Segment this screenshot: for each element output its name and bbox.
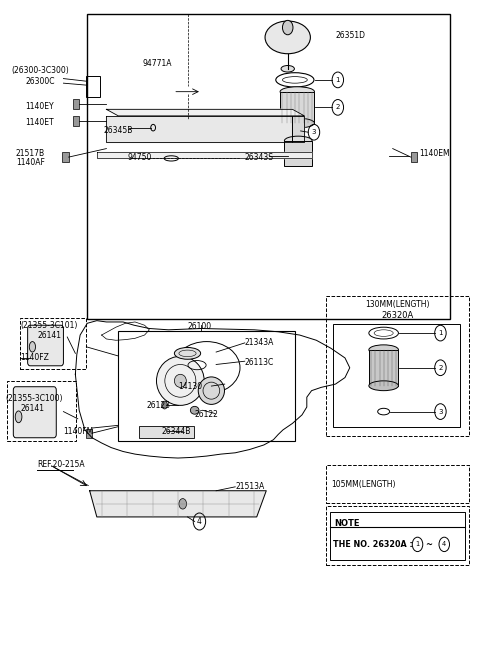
- Text: NOTE: NOTE: [335, 519, 360, 528]
- Bar: [118, 331, 295, 441]
- FancyBboxPatch shape: [28, 325, 63, 366]
- Polygon shape: [107, 116, 292, 142]
- Text: 1140EY: 1140EY: [25, 102, 54, 110]
- Bar: [326, 465, 469, 503]
- Text: 94750: 94750: [128, 152, 152, 162]
- Bar: [7, 381, 76, 441]
- Ellipse shape: [156, 356, 204, 405]
- Polygon shape: [292, 116, 304, 142]
- Text: 2: 2: [336, 104, 340, 110]
- Text: 26113C: 26113C: [245, 358, 274, 367]
- Polygon shape: [97, 152, 312, 158]
- Ellipse shape: [280, 118, 314, 128]
- Ellipse shape: [369, 381, 398, 391]
- Polygon shape: [90, 491, 266, 517]
- Text: 3: 3: [438, 409, 443, 415]
- Ellipse shape: [282, 20, 293, 35]
- Ellipse shape: [265, 21, 311, 54]
- Text: 26343S: 26343S: [245, 152, 274, 162]
- Ellipse shape: [162, 401, 168, 409]
- Ellipse shape: [179, 499, 187, 509]
- Ellipse shape: [281, 66, 294, 72]
- Ellipse shape: [282, 77, 307, 83]
- Text: 3: 3: [312, 129, 316, 135]
- Text: 1140FZ: 1140FZ: [21, 353, 49, 363]
- Text: 1140EM: 1140EM: [419, 149, 450, 158]
- Ellipse shape: [174, 374, 186, 388]
- Bar: [326, 507, 469, 565]
- Bar: [20, 318, 86, 369]
- Ellipse shape: [296, 127, 300, 134]
- Ellipse shape: [284, 136, 312, 145]
- Ellipse shape: [191, 406, 199, 414]
- Text: 26344B: 26344B: [161, 427, 191, 436]
- Bar: [73, 99, 79, 109]
- Text: (21355-3C100): (21355-3C100): [5, 394, 63, 403]
- Ellipse shape: [369, 345, 398, 355]
- Text: 26100: 26100: [188, 322, 212, 331]
- Text: 130MM(LENGTH): 130MM(LENGTH): [365, 300, 430, 309]
- Ellipse shape: [29, 342, 36, 352]
- Bar: [333, 324, 459, 426]
- Text: THE NO. 26320A :: THE NO. 26320A :: [333, 540, 416, 549]
- Text: 26351D: 26351D: [336, 31, 365, 40]
- Text: 21517B: 21517B: [16, 148, 45, 158]
- Text: 26141: 26141: [37, 331, 61, 340]
- Text: 1: 1: [416, 541, 420, 547]
- Ellipse shape: [198, 377, 225, 405]
- Bar: [86, 428, 92, 438]
- Bar: [62, 152, 69, 162]
- Bar: [330, 512, 465, 560]
- Text: (21355-3C101): (21355-3C101): [21, 321, 78, 330]
- Text: 105MM(LENGTH): 105MM(LENGTH): [332, 480, 396, 489]
- Text: 4: 4: [197, 517, 202, 526]
- Bar: [369, 350, 398, 386]
- Text: 26345B: 26345B: [104, 125, 133, 135]
- Text: 21513A: 21513A: [235, 482, 264, 491]
- Bar: [411, 152, 417, 162]
- Text: 1140ET: 1140ET: [25, 118, 54, 127]
- Ellipse shape: [280, 87, 314, 97]
- Text: 21343A: 21343A: [245, 338, 274, 348]
- Bar: [73, 116, 79, 126]
- FancyBboxPatch shape: [13, 387, 56, 438]
- Text: 26141: 26141: [21, 404, 45, 413]
- Bar: [87, 14, 450, 319]
- Bar: [326, 296, 469, 436]
- Bar: [280, 92, 314, 123]
- Text: 1140FM: 1140FM: [63, 426, 94, 436]
- Ellipse shape: [374, 330, 393, 336]
- Ellipse shape: [174, 348, 201, 359]
- Text: (26300-3C300): (26300-3C300): [11, 66, 69, 75]
- Text: 14130: 14130: [178, 382, 202, 390]
- Text: 94771A: 94771A: [142, 59, 172, 68]
- Bar: [284, 141, 312, 166]
- Text: 26122: 26122: [195, 411, 218, 419]
- Ellipse shape: [15, 411, 22, 422]
- Text: 4: 4: [442, 541, 446, 547]
- Text: 1140AF: 1140AF: [16, 158, 45, 168]
- Polygon shape: [107, 109, 304, 116]
- Bar: [139, 426, 194, 438]
- Text: 26300C: 26300C: [25, 77, 55, 85]
- Text: 1: 1: [336, 77, 340, 83]
- Text: 26320A: 26320A: [381, 311, 414, 320]
- Text: REF.20-215A: REF.20-215A: [37, 460, 85, 469]
- Text: 26123: 26123: [147, 401, 171, 409]
- Bar: [86, 76, 100, 97]
- Text: 2: 2: [438, 365, 443, 371]
- Text: 1: 1: [438, 330, 443, 336]
- Text: ~: ~: [425, 540, 432, 549]
